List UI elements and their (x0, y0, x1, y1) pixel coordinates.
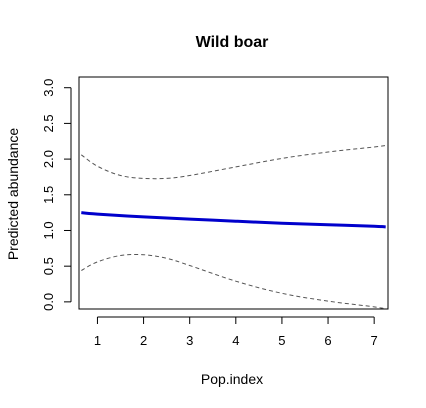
fit-line (81, 211, 386, 229)
x-axis: 1 2 3 4 5 6 7 (94, 316, 378, 348)
upper-bound-line (81, 145, 386, 180)
chart-title: Wild boar (196, 34, 269, 51)
y-axis-label: Predicted abundance (5, 128, 21, 261)
y-tick-label: 0.0 (41, 293, 56, 311)
y-tick-label: 1.0 (41, 221, 56, 239)
y-tick-label: 1.5 (41, 186, 56, 204)
lower-bound-line (81, 253, 386, 310)
x-tick-label: 6 (324, 333, 331, 348)
x-tick-label: 4 (232, 333, 239, 348)
x-tick-label: 2 (140, 333, 147, 348)
y-tick-label: 2.5 (41, 114, 56, 132)
x-tick-label: 7 (371, 333, 378, 348)
x-tick-label: 1 (94, 333, 101, 348)
y-tick-label: 0.5 (41, 257, 56, 275)
x-tick-label: 3 (186, 333, 193, 348)
series-layer (81, 145, 386, 310)
y-tick-label: 2.0 (41, 150, 56, 168)
x-tick-label: 5 (278, 333, 285, 348)
x-axis-label: Pop.index (201, 371, 263, 387)
y-tick-label: 3.0 (41, 79, 56, 97)
y-axis: 0.0 0.5 1.0 1.5 2.0 2.5 3.0 (41, 79, 72, 311)
plot-frame (78, 76, 389, 310)
